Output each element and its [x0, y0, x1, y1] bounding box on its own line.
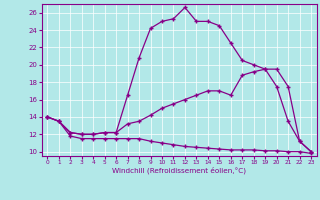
- X-axis label: Windchill (Refroidissement éolien,°C): Windchill (Refroidissement éolien,°C): [112, 167, 246, 174]
